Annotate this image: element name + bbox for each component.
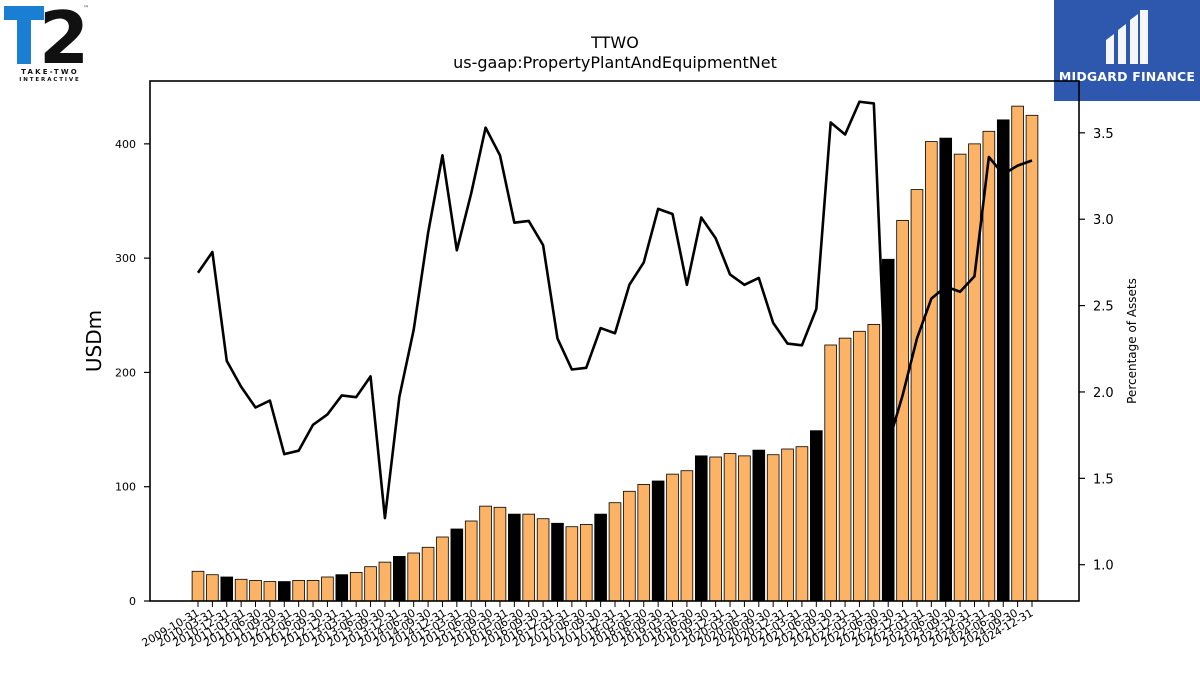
bar — [795, 446, 809, 602]
y-axis-label: USDm — [82, 310, 106, 372]
trademark-symbol: ™ — [83, 5, 89, 12]
bar — [479, 505, 492, 602]
chart-subtitle: us-gaap:PropertyPlantAndEquipmentNet — [453, 53, 777, 72]
bar — [824, 344, 837, 602]
bar — [292, 580, 305, 602]
bar — [421, 546, 435, 602]
y-tick-label: 0 — [129, 595, 136, 608]
bar — [810, 430, 823, 602]
bar — [364, 566, 377, 602]
bar — [579, 524, 593, 602]
t2-logo-digit: 2 — [39, 2, 89, 66]
bar — [781, 448, 794, 602]
bar — [436, 536, 449, 602]
bar — [378, 561, 392, 602]
y2-axis-label: Percentage of Assets — [1125, 278, 1139, 404]
bar — [608, 502, 622, 602]
bar — [1011, 105, 1024, 602]
bar — [766, 454, 780, 602]
bar — [996, 119, 1010, 602]
bar — [910, 189, 924, 602]
bar — [723, 453, 737, 602]
bar — [306, 580, 320, 602]
bar — [493, 506, 507, 602]
bar — [393, 556, 406, 602]
bar — [464, 520, 478, 602]
bar — [321, 576, 334, 602]
y2-tick-label: 2.0 — [1093, 386, 1114, 401]
bar — [508, 513, 521, 602]
y2-tick-label: 1.0 — [1093, 559, 1114, 574]
bar — [335, 574, 349, 602]
bar — [666, 473, 679, 602]
bar — [522, 513, 536, 602]
y-tick-label: 100 — [115, 481, 136, 494]
y-tick-label: 200 — [115, 366, 136, 379]
t2-logo-line1: TAKE-TWO — [21, 68, 79, 76]
bar — [1025, 114, 1039, 602]
x-axis: 2009-10-312010-03-312010-12-312011-03-31… — [140, 601, 1036, 650]
midgard-finance-name: MIDGARD FINANCE — [1058, 69, 1196, 84]
bar — [838, 337, 852, 602]
bar — [234, 578, 248, 602]
bar — [939, 137, 953, 602]
bars-layer — [191, 105, 1039, 602]
bar — [968, 143, 981, 602]
t2-logo-mark: 2 ™ — [4, 2, 89, 66]
bar — [594, 513, 607, 602]
y-tick-label: 400 — [115, 138, 136, 151]
y2-tick-label: 3.0 — [1093, 213, 1114, 228]
bar — [191, 570, 205, 602]
bar — [277, 581, 291, 602]
bar — [349, 572, 363, 602]
bar — [853, 330, 866, 602]
y2-tick-label: 1.5 — [1093, 472, 1114, 487]
y-tick-label: 300 — [115, 252, 136, 265]
take-two-logo: 2 ™ TAKE-TWO INTERACTIVE — [4, 2, 90, 86]
bar — [925, 141, 938, 602]
bar — [651, 480, 665, 602]
midgard-emblem-icon — [1106, 10, 1148, 64]
bar — [752, 449, 766, 602]
y2-tick-label: 2.5 — [1093, 300, 1114, 315]
bar — [220, 576, 234, 602]
bar — [953, 153, 967, 602]
bar — [249, 580, 262, 602]
bar — [694, 455, 708, 602]
bar — [450, 528, 464, 602]
y-axis-right: 1.0 1.5 2.0 2.5 3.0 3.5 — [1079, 127, 1114, 574]
bar — [623, 490, 636, 602]
y-axis-left: 0 100 200 300 400 — [115, 138, 150, 608]
y2-tick-label: 3.5 — [1093, 127, 1114, 142]
bar — [867, 324, 881, 602]
bar — [407, 552, 420, 602]
bar — [206, 574, 219, 602]
bar — [738, 455, 751, 602]
bar — [680, 470, 694, 602]
bar — [565, 526, 579, 602]
t2-logo-line2: INTERACTIVE — [19, 77, 81, 83]
bar — [551, 522, 564, 602]
chart-title: TTWO — [590, 33, 639, 52]
bar — [263, 581, 277, 602]
line-layer — [196, 100, 1033, 520]
bar — [536, 518, 550, 602]
bar — [709, 456, 722, 602]
bar — [637, 484, 651, 602]
percentage-line — [196, 100, 1033, 520]
